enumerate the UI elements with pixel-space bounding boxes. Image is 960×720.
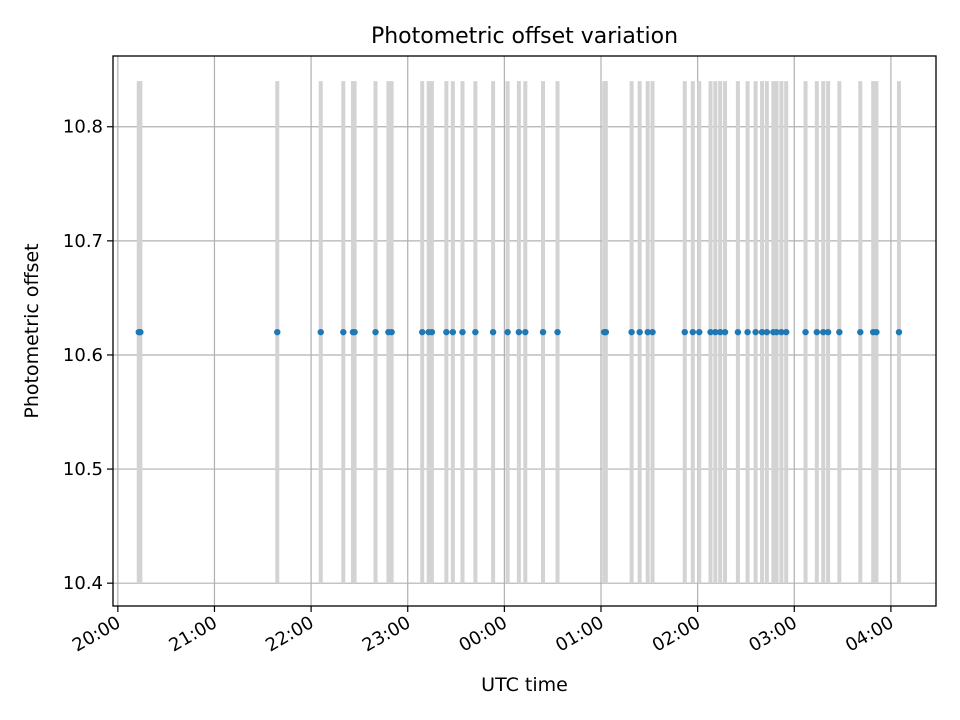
x-tick-label: 04:00 bbox=[842, 612, 897, 656]
x-tick-label: 02:00 bbox=[649, 612, 704, 656]
data-point bbox=[721, 328, 729, 336]
data-point bbox=[522, 328, 529, 336]
data-point bbox=[873, 328, 880, 336]
data-point bbox=[340, 328, 347, 336]
y-tick-label: 10.4 bbox=[63, 573, 103, 594]
data-point bbox=[783, 328, 790, 336]
x-tick-label: 21:00 bbox=[166, 612, 221, 656]
data-point bbox=[649, 328, 656, 336]
data-point bbox=[773, 328, 780, 336]
data-point bbox=[628, 328, 635, 336]
x-tick-label: 22:00 bbox=[262, 612, 317, 656]
data-point bbox=[716, 328, 724, 336]
data-point bbox=[489, 328, 497, 336]
data-point bbox=[351, 328, 358, 336]
data-point bbox=[752, 328, 759, 336]
y-axis-label: Photometric offset bbox=[21, 243, 43, 418]
y-tick-label: 10.5 bbox=[63, 459, 103, 480]
data-point bbox=[813, 328, 821, 336]
chart-title: Photometric offset variation bbox=[371, 24, 678, 49]
data-point bbox=[763, 328, 771, 336]
x-tick-label: 01:00 bbox=[552, 612, 607, 656]
x-axis-label: UTC time bbox=[481, 674, 568, 696]
data-point bbox=[712, 328, 719, 336]
data-points bbox=[135, 328, 903, 336]
data-point bbox=[515, 328, 523, 336]
data-point bbox=[744, 328, 751, 336]
data-point bbox=[137, 328, 144, 336]
data-point bbox=[554, 328, 561, 336]
data-point bbox=[443, 328, 450, 336]
data-point bbox=[636, 328, 643, 336]
y-tick-label: 10.6 bbox=[63, 345, 103, 366]
data-point bbox=[274, 328, 281, 336]
data-point bbox=[428, 328, 436, 336]
data-point bbox=[372, 328, 379, 336]
plot-frame bbox=[112, 55, 937, 607]
data-point bbox=[696, 328, 703, 336]
data-point bbox=[681, 328, 688, 336]
data-point bbox=[857, 328, 864, 336]
y-tick-label: 10.8 bbox=[63, 117, 103, 138]
data-point bbox=[707, 328, 714, 336]
data-point bbox=[734, 328, 742, 336]
data-point bbox=[449, 328, 457, 336]
data-point bbox=[388, 328, 395, 336]
x-tick-label: 23:00 bbox=[359, 612, 414, 656]
data-point bbox=[836, 328, 843, 336]
x-tick-label: 03:00 bbox=[745, 612, 800, 656]
data-point bbox=[820, 328, 827, 336]
data-point bbox=[459, 328, 466, 336]
data-point bbox=[895, 328, 903, 336]
data-point bbox=[802, 328, 809, 336]
data-point bbox=[419, 328, 426, 336]
data-point bbox=[504, 328, 511, 336]
data-point bbox=[602, 328, 610, 336]
data-point bbox=[539, 328, 547, 336]
data-point bbox=[758, 328, 766, 336]
data-point bbox=[644, 328, 651, 336]
data-point bbox=[689, 328, 697, 336]
data-point bbox=[472, 328, 479, 336]
data-point bbox=[778, 328, 785, 336]
data-point bbox=[317, 328, 324, 336]
x-tick-label: 20:00 bbox=[69, 612, 124, 656]
x-tick-label: 00:00 bbox=[455, 612, 510, 656]
data-point bbox=[824, 328, 832, 336]
y-tick-label: 10.7 bbox=[63, 231, 103, 252]
